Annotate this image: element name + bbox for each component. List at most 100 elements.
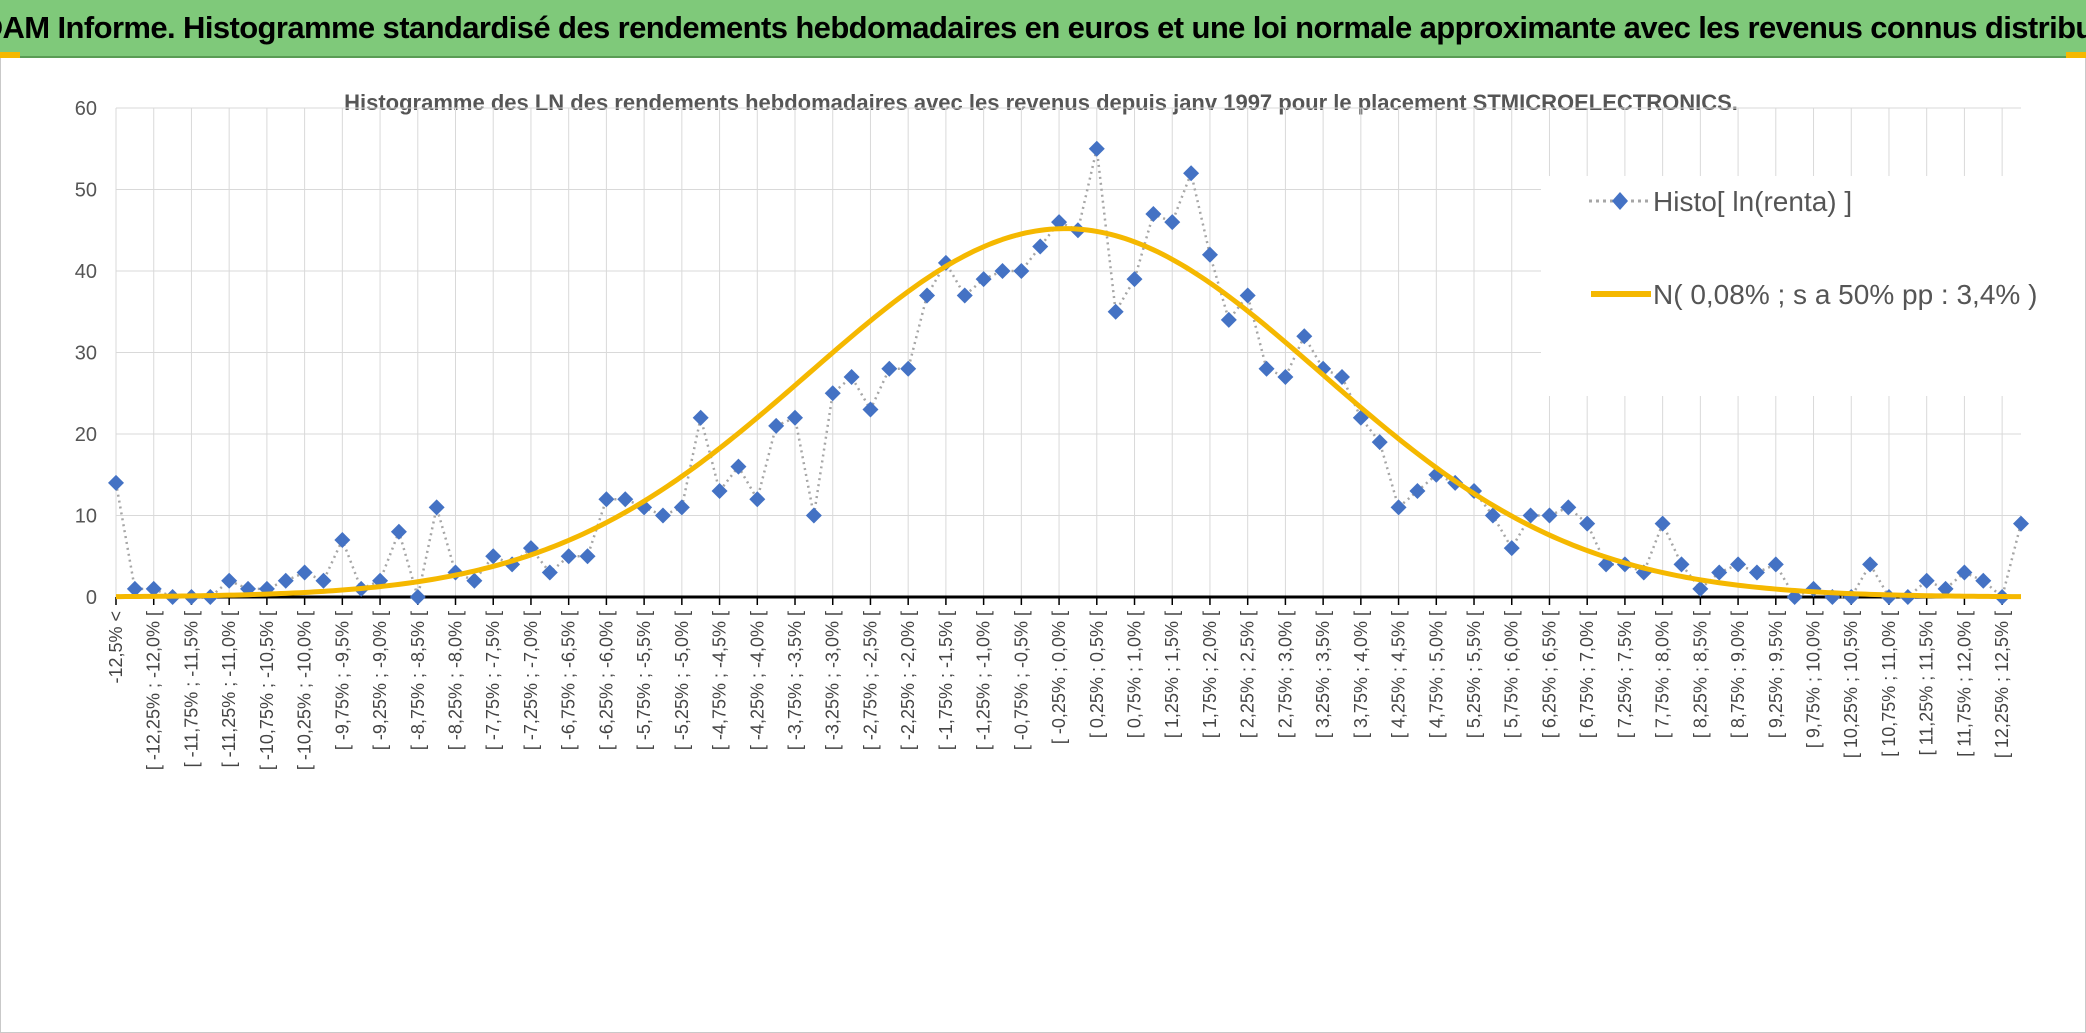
legend: Histo[ ln(renta) ] N( 0,08% ; s a 50% pp… [1541,176,2081,396]
normal-curve-line [115,226,2022,600]
x-tick-label: [ 9,25% ; 9,5% [ [1766,611,1786,738]
x-tick-label: [ -1,75% ; -1,5% [ [936,611,956,750]
x-tick-label: [ 1,25% ; 1,5% [ [1162,611,1182,738]
x-tick-label: [ 1,75% ; 2,0% [ [1200,611,1220,738]
y-tick-label: 60 [75,98,97,120]
corner-accent-right [2066,52,2086,58]
histo-point [749,491,766,508]
histo-point [296,564,313,581]
x-tick-label: [ 2,25% ; 2,5% [ [1238,611,1258,738]
x-tick-label: [ 4,25% ; 4,5% [ [1389,611,1409,738]
histo-point [1013,263,1030,279]
x-tick-label: [ 12,25% ; 12,5% [ [1992,611,2012,758]
histo-point [1390,499,1407,516]
histo-point [221,572,238,589]
histo-point [824,385,841,402]
x-axis-tick-labels: -12,5% < [ -12,25% ; -12,0% [[ -11,75% ; … [106,611,2012,770]
legend-histo-label: Histo[ ln(renta) ] [1653,186,1852,217]
histo-point [1767,556,1784,573]
histo-point [1145,205,1162,222]
x-tick-label: [ -3,75% ; -3,5% [ [785,611,805,750]
legend-histo-marker [1612,192,1628,210]
histo-point [1748,564,1765,581]
x-tick-label: [ -10,25% ; -10,0% [ [295,611,315,770]
histo-point [975,271,992,288]
histo-point [1126,271,1143,288]
histo-point [2013,515,2029,532]
histo-point [1522,507,1539,524]
chart-title: Histogramme des LN des rendements hebdom… [344,90,1738,115]
x-tick-label: [ 7,75% ; 8,0% [ [1653,611,1673,738]
histo-dotted-line [114,148,2023,600]
normal-curve-series [115,226,2022,600]
histo-point [485,548,502,565]
histo-point [1692,580,1709,597]
histo-point [1673,556,1690,573]
chart-frame: Histogramme des LN des rendements hebdom… [0,58,2086,1033]
x-tick-label: [ -9,75% ; -9,5% [ [332,611,352,750]
histo-point [805,507,822,524]
histo-point [108,474,124,491]
histo-point [862,401,879,418]
x-tick-label: [ 7,25% ; 7,5% [ [1615,611,1635,738]
histo-point [1201,246,1218,263]
x-tick-label: [ 0,25% ; 0,5% [ [1087,611,1107,738]
histo-point [541,564,558,581]
histo-point [843,368,860,385]
y-tick-label: 50 [75,180,97,202]
x-tick-label: [ -7,75% ; -7,5% [ [483,611,503,750]
histo-point [919,287,936,304]
x-tick-label: [ 8,25% ; 8,5% [ [1690,611,1710,738]
histo-point [428,499,445,516]
x-tick-label: [ -11,25% ; -11,0% [ [219,611,239,767]
histo-point [1956,564,1973,581]
x-tick-label: [ 8,75% ; 9,0% [ [1728,611,1748,738]
histo-point [1484,507,1501,524]
histo-point [900,360,917,377]
histo-point [768,417,785,434]
x-tick-label: [ -7,25% ; -7,0% [ [521,611,541,750]
x-tick-label: [ -8,75% ; -8,5% [ [408,611,428,750]
x-tick-label: [ 10,25% ; 10,5% [ [1841,611,1861,758]
y-axis-ticks: 0 10 20 30 40 50 60 [75,98,97,609]
x-tick-label: [ -10,75% ; -10,5% [ [257,611,277,770]
x-tick-label: [ -2,75% ; -2,5% [ [860,611,880,750]
histo-point [1975,572,1992,589]
x-tick-label: [ 3,75% ; 4,0% [ [1351,611,1371,738]
x-tick-label: -12,5% < [106,611,126,684]
x-tick-label: [ -4,25% ; -4,0% [ [747,611,767,750]
x-tick-label: [ -5,75% ; -5,5% [ [634,611,654,750]
x-tick-label: [ -6,25% ; -6,0% [ [596,611,616,750]
y-tick-label: 20 [75,424,97,446]
y-tick-label: 40 [75,261,97,283]
x-tick-label: [ 2,75% ; 3,0% [ [1275,611,1295,738]
x-tick-label: [ 0,75% ; 1,0% [ [1125,611,1145,738]
x-tick-label: [ -3,25% ; -3,0% [ [823,611,843,750]
histogram-chart: Histogramme des LN des rendements hebdom… [75,90,2081,770]
histo-point [466,572,483,589]
histo-point [711,483,728,500]
histo-point [1654,515,1671,532]
y-tick-label: 10 [75,506,97,528]
histo-point [692,409,709,426]
legend-normal-label: N( 0,08% ; s a 50% pp : 3,4% ) [1653,279,2037,310]
x-tick-label: [ 10,75% ; 11,0% [ [1879,611,1899,757]
histo-point [1862,556,1879,573]
x-tick-label: [ -8,25% ; -8,0% [ [446,611,466,750]
histo-point [1409,483,1426,500]
histo-point [560,548,577,565]
corner-accent-left [0,52,20,58]
x-tick-label: [ -2,25% ; -2,0% [ [898,611,918,750]
histo-point [787,409,804,426]
legend-background [1541,176,2081,396]
x-tick-label: [ -1,25% ; -1,0% [ [974,611,994,750]
histo-point [1296,328,1313,345]
histo-point [145,580,162,597]
y-tick-label: 30 [75,343,97,365]
histo-point [1371,434,1388,451]
histo-point [390,523,407,540]
histo-point [1560,499,1577,516]
histo-point [598,491,615,508]
histo-point [994,263,1011,279]
histo-point [579,548,596,565]
